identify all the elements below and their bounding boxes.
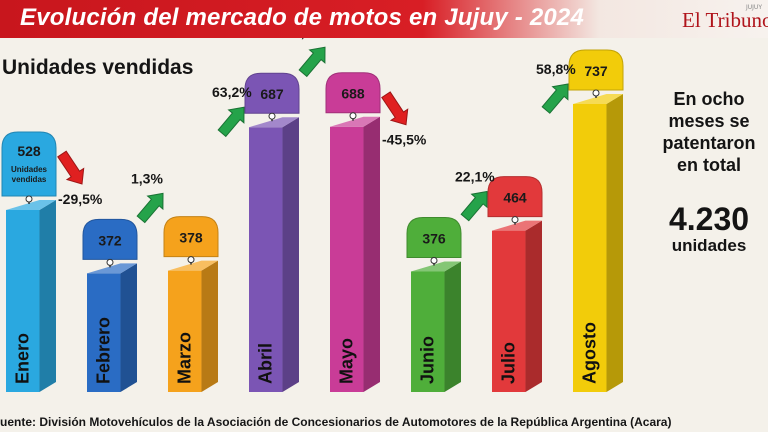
bar-cap-6: [487, 176, 543, 218]
category-label-5: Junio: [418, 336, 438, 384]
source-note: uente: División Motovehículos de la Asoc…: [0, 415, 672, 429]
bar-front-6: [492, 230, 526, 392]
value-label-6: 464: [503, 190, 527, 206]
bar-side-6: [525, 220, 542, 392]
brand-logo: El Tribuno: [682, 8, 768, 32]
change-label-3: 0,1%: [293, 38, 325, 40]
cap-knob-2: [187, 256, 195, 264]
summary-unit: unidades: [671, 236, 747, 255]
category-label-0: Enero: [13, 333, 33, 384]
bar-top-3: [249, 117, 299, 128]
value-label-7: 737: [584, 63, 608, 79]
brand-small-label: JUJUY: [746, 4, 762, 11]
change-label-5: 22,1%: [455, 169, 495, 185]
bar-side-3: [282, 117, 299, 392]
bar-top-7: [573, 94, 623, 104]
bar-cap-0: [1, 131, 57, 197]
bar-top-2: [168, 260, 218, 271]
bar-top-5: [411, 261, 461, 272]
change-label-1: 1,3%: [131, 170, 163, 186]
bar-top-6: [492, 220, 542, 231]
bar-front-5: [411, 271, 445, 392]
change-arrow-6: [541, 83, 569, 114]
bar-side-7: [606, 94, 623, 392]
cap-knob-1: [106, 258, 114, 266]
chart-subtitle: Unidades vendidas: [2, 56, 194, 79]
change-arrow-5: [460, 190, 488, 222]
bar-top-0: [6, 200, 56, 210]
value-label-1: 372: [98, 232, 122, 248]
value-extra-line-1: Unidades: [11, 165, 48, 174]
bar-side-0: [39, 200, 56, 392]
header-banner: Evolución del mercado de motos en Jujuy …: [0, 0, 768, 38]
value-label-4: 688: [341, 86, 365, 102]
cap-knob-5: [430, 257, 438, 265]
value-label-5: 376: [422, 231, 446, 247]
summary-text: En ocho meses se patentaron en total: [662, 89, 756, 175]
bar-front-0: [6, 210, 40, 392]
value-label-0: 528: [17, 143, 41, 159]
cap-knob-4: [349, 112, 357, 120]
value-label-2: 378: [179, 230, 203, 246]
summary-panel: En ocho meses se patentaron en total 4.2…: [650, 88, 768, 256]
bar-side-2: [201, 260, 218, 392]
change-label-0: -29,5%: [58, 191, 103, 207]
category-label-4: Mayo: [337, 338, 357, 384]
change-label-2: 63,2%: [212, 84, 252, 100]
bar-cap-3: [244, 72, 300, 114]
cap-knob-6: [511, 216, 519, 224]
bar-cap-4: [325, 72, 381, 114]
bar-cap-7: [568, 49, 624, 91]
change-arrow-1: [136, 192, 164, 224]
bar-cap-2: [163, 216, 219, 258]
chart-title: Evolución del mercado de motos en Jujuy …: [20, 4, 585, 31]
category-label-3: Abril: [256, 343, 276, 384]
summary-total: 4.230: [668, 201, 750, 237]
bar-side-1: [120, 263, 137, 392]
change-label-4: -45,5%: [382, 132, 427, 148]
change-arrow-2: [217, 106, 245, 138]
category-label-7: Agosto: [580, 322, 600, 384]
category-label-1: Febrero: [94, 317, 114, 384]
bar-front-7: [573, 104, 607, 392]
change-arrow-3: [298, 46, 326, 78]
bar-front-2: [168, 270, 202, 392]
bar-front-1: [87, 273, 121, 392]
category-label-6: Julio: [499, 342, 519, 384]
category-label-2: Marzo: [175, 332, 195, 384]
cap-knob-3: [268, 112, 276, 120]
change-label-6: 58,8%: [536, 61, 576, 77]
cap-knob-7: [592, 89, 600, 97]
bar-cap-1: [82, 218, 138, 260]
bar-top-1: [87, 263, 137, 274]
value-extra-line-2: vendidas: [12, 175, 47, 184]
bar-top-4: [330, 116, 380, 127]
bar-front-3: [249, 127, 283, 392]
bar-side-4: [363, 116, 380, 392]
change-arrow-0: [57, 150, 85, 185]
bar-front-4: [330, 126, 364, 392]
bar-cap-5: [406, 217, 462, 259]
cap-knob-0: [25, 195, 33, 203]
change-arrow-4: [381, 91, 409, 126]
value-label-3: 687: [260, 86, 284, 102]
bar-side-5: [444, 261, 461, 392]
